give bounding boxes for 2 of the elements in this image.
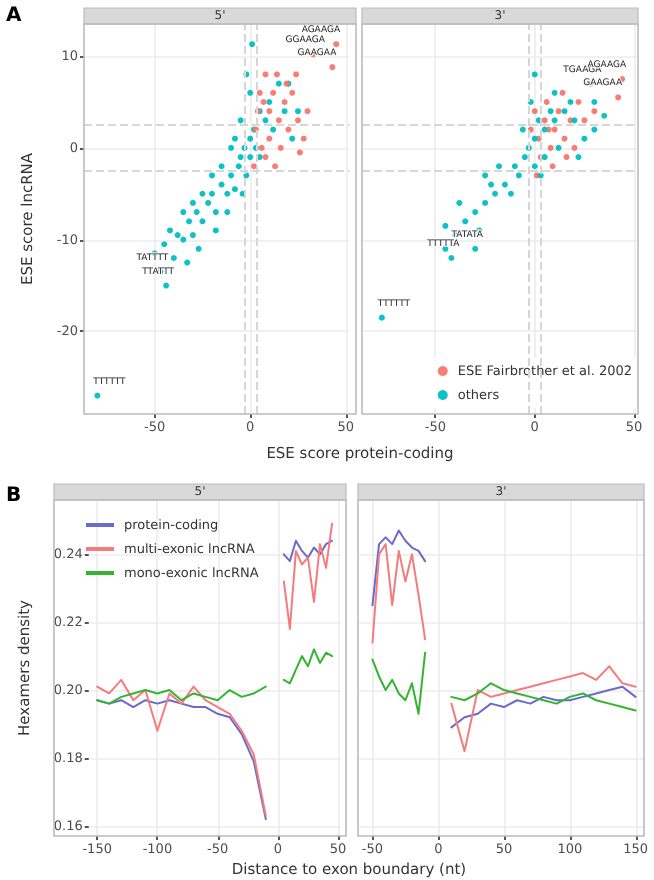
text: A: [6, 5, 22, 27]
text: B: [6, 485, 22, 507]
